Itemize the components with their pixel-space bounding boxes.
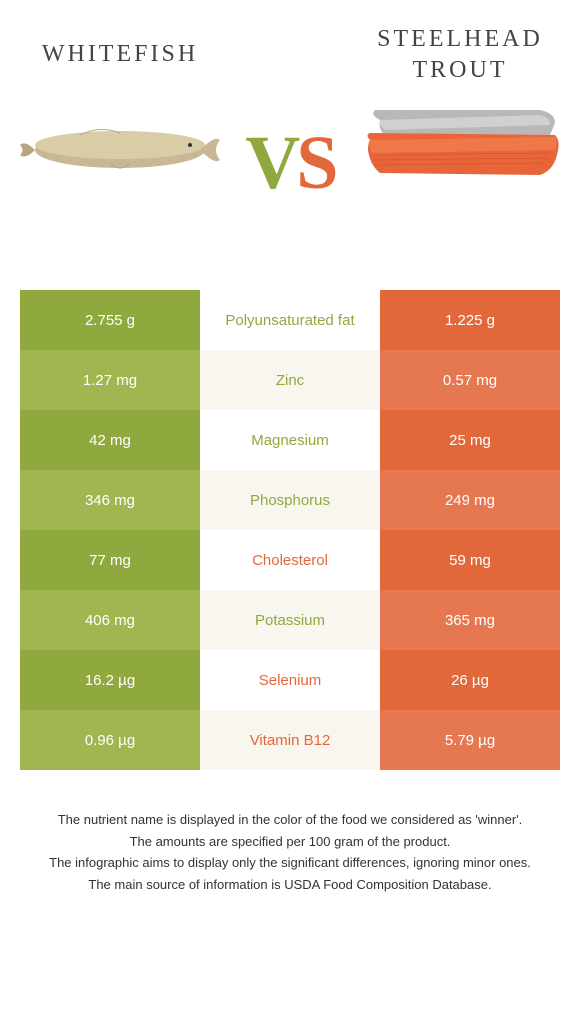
nutrition-table: 2.755 gPolyunsaturated fat1.225 g1.27 mg… [20,290,560,770]
footer-line-4: The main source of information is USDA F… [30,875,550,895]
right-food-column: STEELHEAD TROUT [360,20,560,200]
right-value-cell: 1.225 g [380,290,560,350]
table-row: 346 mgPhosphorus249 mg [20,470,560,530]
nutrient-name-cell: Potassium [200,590,380,650]
right-value-cell: 25 mg [380,410,560,470]
footer-line-2: The amounts are specified per 100 gram o… [30,832,550,852]
table-row: 77 mgCholesterol59 mg [20,530,560,590]
left-value-cell: 16.2 µg [20,650,200,710]
left-value-cell: 0.96 µg [20,710,200,770]
right-value-cell: 365 mg [380,590,560,650]
right-value-cell: 5.79 µg [380,710,560,770]
nutrient-name-cell: Polyunsaturated fat [200,290,380,350]
table-row: 2.755 gPolyunsaturated fat1.225 g [20,290,560,350]
nutrient-name-cell: Phosphorus [200,470,380,530]
header: WHITEFISH VS STEELHEAD TROUT [0,0,580,260]
left-value-cell: 406 mg [20,590,200,650]
left-value-cell: 42 mg [20,410,200,470]
footer-line-3: The infographic aims to display only the… [30,853,550,873]
steelhead-trout-image [360,100,560,200]
table-row: 16.2 µgSelenium26 µg [20,650,560,710]
vs-s-letter: S [296,121,334,205]
footer-line-1: The nutrient name is displayed in the co… [30,810,550,830]
right-value-cell: 26 µg [380,650,560,710]
nutrient-name-cell: Magnesium [200,410,380,470]
table-row: 406 mgPotassium365 mg [20,590,560,650]
right-food-title: STEELHEAD TROUT [360,20,560,90]
whitefish-image [20,100,220,200]
right-value-cell: 59 mg [380,530,560,590]
nutrient-name-cell: Vitamin B12 [200,710,380,770]
left-food-column: WHITEFISH [20,20,220,200]
left-value-cell: 1.27 mg [20,350,200,410]
footer-notes: The nutrient name is displayed in the co… [30,810,550,894]
right-value-cell: 249 mg [380,470,560,530]
nutrient-name-cell: Cholesterol [200,530,380,590]
right-value-cell: 0.57 mg [380,350,560,410]
nutrient-name-cell: Zinc [200,350,380,410]
left-value-cell: 2.755 g [20,290,200,350]
vs-v-letter: V [245,121,296,205]
table-row: 0.96 µgVitamin B125.79 µg [20,710,560,770]
table-row: 1.27 mgZinc0.57 mg [20,350,560,410]
vs-label: VS [220,120,360,207]
nutrient-name-cell: Selenium [200,650,380,710]
table-row: 42 mgMagnesium25 mg [20,410,560,470]
left-value-cell: 77 mg [20,530,200,590]
left-food-title: WHITEFISH [20,20,220,90]
left-value-cell: 346 mg [20,470,200,530]
